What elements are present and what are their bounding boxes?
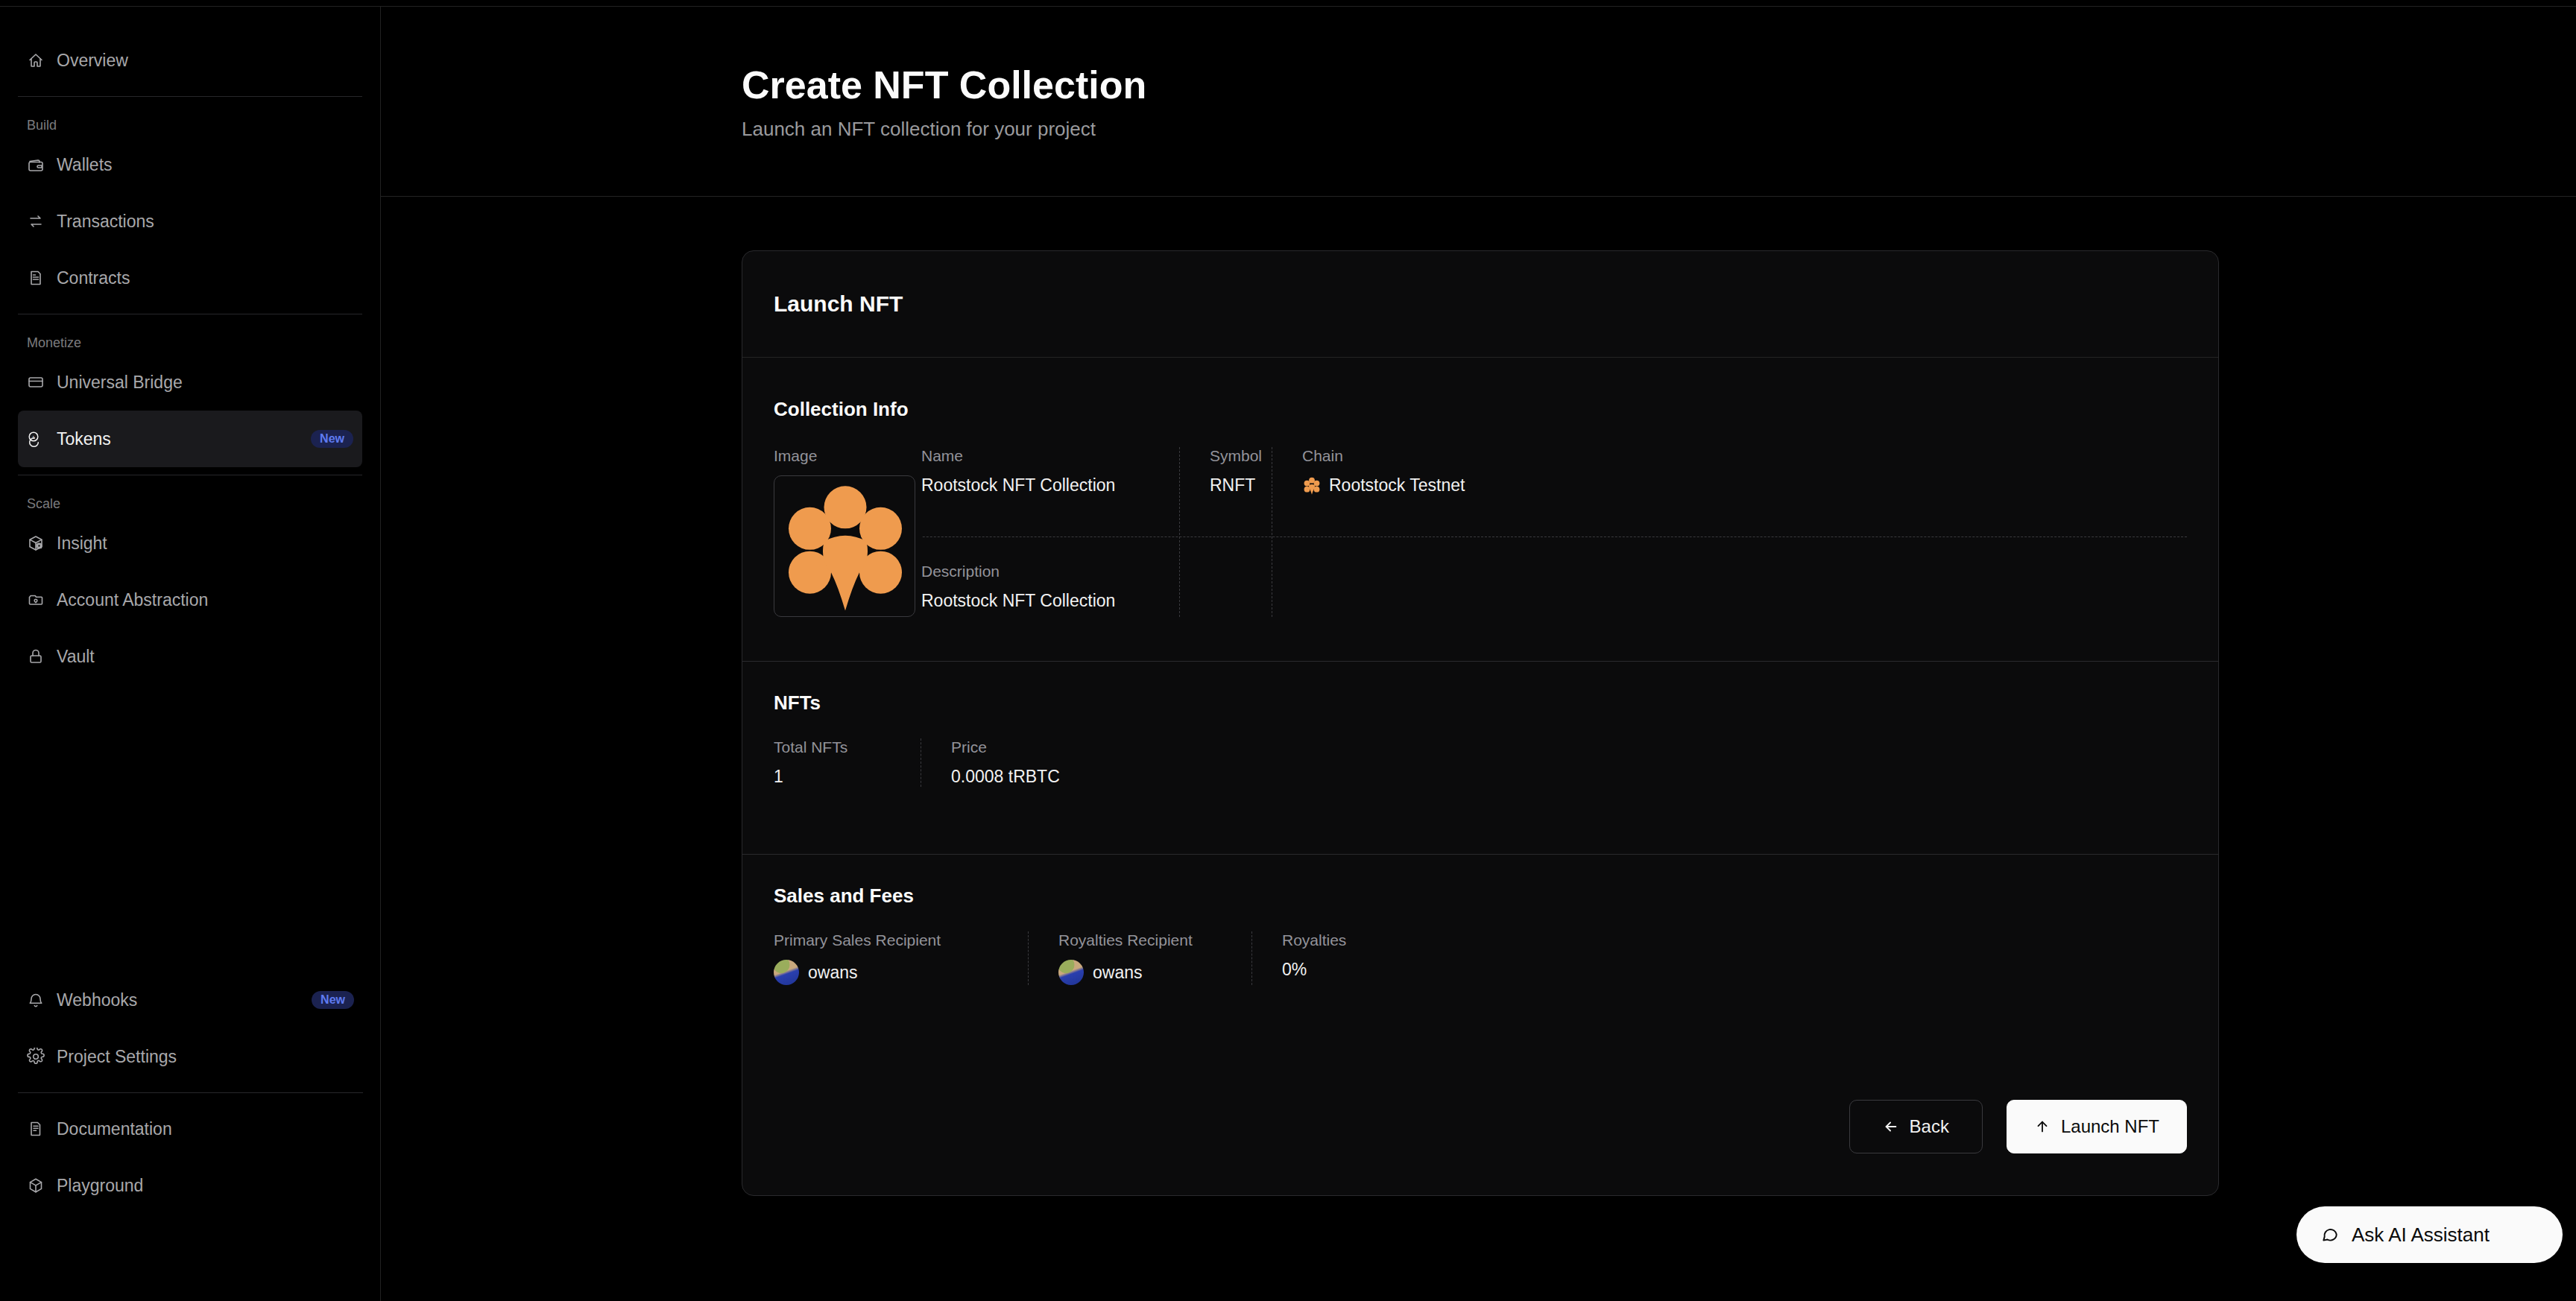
svg-text:1: 1 [32,434,35,440]
